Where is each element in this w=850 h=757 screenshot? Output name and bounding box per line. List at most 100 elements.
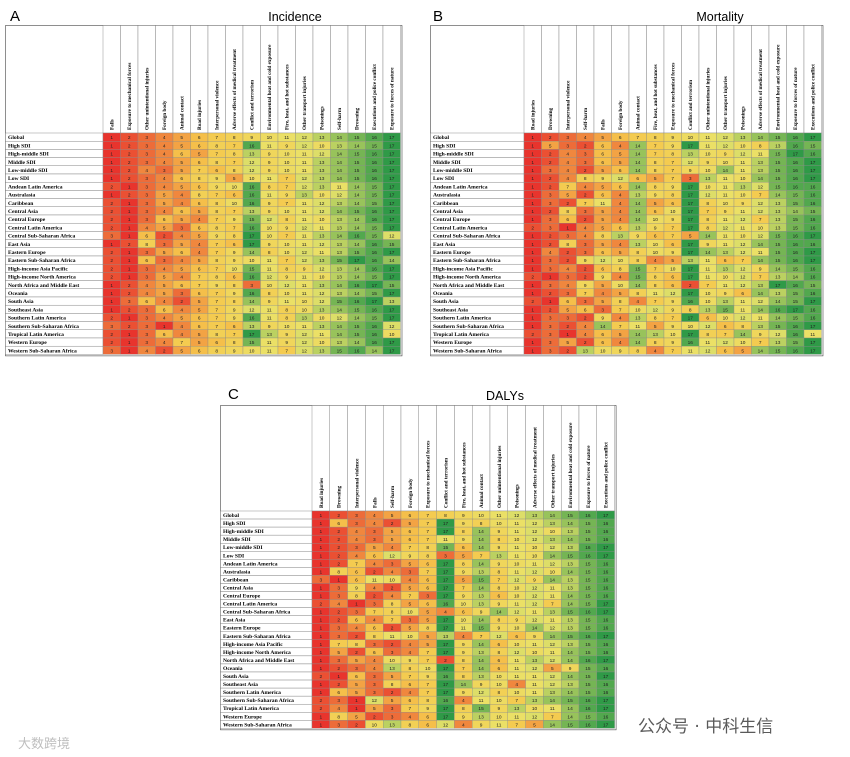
- heatmap-cell-value: 2: [391, 626, 394, 632]
- column-label: Exposure to mechanical forces: [426, 441, 432, 508]
- heatmap-cell-value: 14: [354, 225, 360, 231]
- heatmap-cell-value: 17: [389, 217, 395, 223]
- heatmap-cell-value: 10: [319, 193, 325, 199]
- heatmap-cell-value: 9: [601, 275, 604, 281]
- heatmap-cell-value: 1: [128, 348, 131, 354]
- heatmap-cell-value: 4: [584, 234, 587, 240]
- heatmap-cell-value: 5: [426, 618, 429, 624]
- heatmap-cell-value: 1: [110, 160, 113, 166]
- heatmap-cell-value: 17: [389, 250, 395, 256]
- heatmap-cell-value: 10: [635, 307, 641, 313]
- heatmap-cell-value: 4: [566, 152, 569, 158]
- row-label: Low-middle SDI: [433, 168, 473, 174]
- heatmap-cell-value: 14: [793, 209, 799, 215]
- heatmap-cell-value: 8: [373, 634, 376, 640]
- heatmap-cell-value: 11: [514, 674, 519, 680]
- heatmap-cell-value: 11: [740, 168, 745, 174]
- row-label: Southeast Asia: [8, 307, 43, 313]
- heatmap-cell-value: 8: [566, 242, 569, 248]
- heatmap-cell-value: 2: [110, 275, 113, 281]
- row-label: Tropical Latin America: [223, 706, 279, 712]
- heatmap-cell-value: 15: [585, 594, 591, 600]
- row-label: Caribbean: [8, 201, 34, 207]
- heatmap-cell-value: 9: [533, 634, 536, 640]
- heatmap-cell-value: 11: [705, 135, 710, 141]
- heatmap-cell-value: 11: [723, 184, 728, 190]
- heatmap-cell-value: 1: [163, 324, 166, 330]
- heatmap-cell-value: 11: [496, 722, 501, 728]
- heatmap-cell-value: 10: [758, 225, 764, 231]
- heatmap-cell-value: 5: [180, 168, 183, 174]
- heatmap-cell-value: 16: [354, 348, 360, 354]
- heatmap-cell-value: 8: [285, 217, 288, 223]
- heatmap-cell-value: 2: [355, 722, 358, 728]
- heatmap-cell-value: 9: [233, 307, 236, 313]
- heatmap-cell-value: 5: [409, 626, 412, 632]
- heatmap-cell-value: 16: [585, 698, 591, 704]
- heatmap-cell-value: 6: [619, 184, 622, 190]
- heatmap-cell-value: 10: [600, 348, 606, 354]
- heatmap-cell-value: 1: [320, 722, 323, 728]
- heatmap-cell-value: 6: [601, 340, 604, 346]
- heatmap-cell-value: 5: [654, 201, 657, 207]
- heatmap-cell-value: 14: [389, 258, 395, 264]
- heatmap-cell-value: 15: [585, 569, 591, 575]
- heatmap-cell-value: 3: [373, 642, 376, 648]
- heatmap-cell-value: 11: [514, 666, 519, 672]
- heatmap-cell-value: 10: [319, 217, 325, 223]
- heatmap-cell-value: 7: [215, 324, 218, 330]
- heatmap-cell-value: 5: [671, 258, 674, 264]
- heatmap-cell-value: 9: [285, 143, 288, 149]
- heatmap-cell-value: 9: [706, 160, 709, 166]
- heatmap-cell-value: 14: [550, 698, 556, 704]
- column-label: Other unintentional injuries: [145, 68, 151, 130]
- heatmap-cell-value: 16: [372, 160, 378, 166]
- heatmap-cell-value: 7: [671, 168, 674, 174]
- heatmap-cell-value: 12: [618, 176, 624, 182]
- heatmap-cell-value: 1: [320, 521, 323, 527]
- heatmap-cell-value: 10: [319, 316, 325, 322]
- heatmap-cell-value: 17: [443, 690, 449, 696]
- heatmap-cell-value: 10: [232, 184, 238, 190]
- heatmap-cell-value: 5: [198, 152, 201, 158]
- heatmap-cell-value: 14: [550, 513, 556, 519]
- heatmap-cell-value: 7: [654, 299, 657, 305]
- heatmap-cell-value: 16: [372, 266, 378, 272]
- heatmap-cell-value: 7: [671, 234, 674, 240]
- heatmap-cell-value: 14: [723, 168, 729, 174]
- heatmap-cell-value: 7: [584, 201, 587, 207]
- heatmap-cell-value: 10: [705, 184, 711, 190]
- heatmap-cell-value: 17: [810, 324, 816, 330]
- heatmap-cell-value: 13: [688, 152, 694, 158]
- heatmap-cell-value: 3: [549, 201, 552, 207]
- heatmap-cell-value: 9: [233, 258, 236, 264]
- heatmap-cell-value: 2: [110, 250, 113, 256]
- heatmap-cell-value: 1: [110, 242, 113, 248]
- heatmap-cell-value: 11: [267, 307, 272, 313]
- heatmap-cell-value: 2: [128, 193, 131, 199]
- heatmap-cell-value: 1: [531, 250, 534, 256]
- heatmap-cell-value: 6: [654, 209, 657, 215]
- heatmap-cell-value: 2: [373, 569, 376, 575]
- heatmap-cell-value: 15: [354, 332, 360, 338]
- heatmap-cell-value: 13: [635, 193, 641, 199]
- heatmap-cell-value: 14: [567, 714, 573, 720]
- row-label: High-income North America: [8, 275, 76, 281]
- heatmap-cell-value: 16: [810, 184, 816, 190]
- heatmap-cell-value: 1: [110, 283, 113, 289]
- heatmap-cell-value: 4: [373, 585, 376, 591]
- heatmap-cell-value: 8: [462, 561, 465, 567]
- heatmap-cell-value: 5: [180, 242, 183, 248]
- heatmap-cell-value: 16: [603, 626, 609, 632]
- column-label: Environmental heat and cold exposure: [267, 44, 273, 130]
- heatmap-cell-value: 1: [110, 193, 113, 199]
- heatmap-cell-value: 6: [498, 658, 501, 664]
- heatmap-cell-value: 11: [550, 594, 555, 600]
- heatmap-cell-value: 10: [688, 135, 694, 141]
- heatmap-cell-value: 16: [249, 225, 255, 231]
- heatmap-cell-value: 14: [478, 618, 484, 624]
- heatmap-cell-value: 3: [549, 340, 552, 346]
- heatmap-cell-value: 8: [337, 714, 340, 720]
- heatmap-cell-value: 16: [775, 307, 781, 313]
- heatmap-cell-value: 15: [793, 340, 799, 346]
